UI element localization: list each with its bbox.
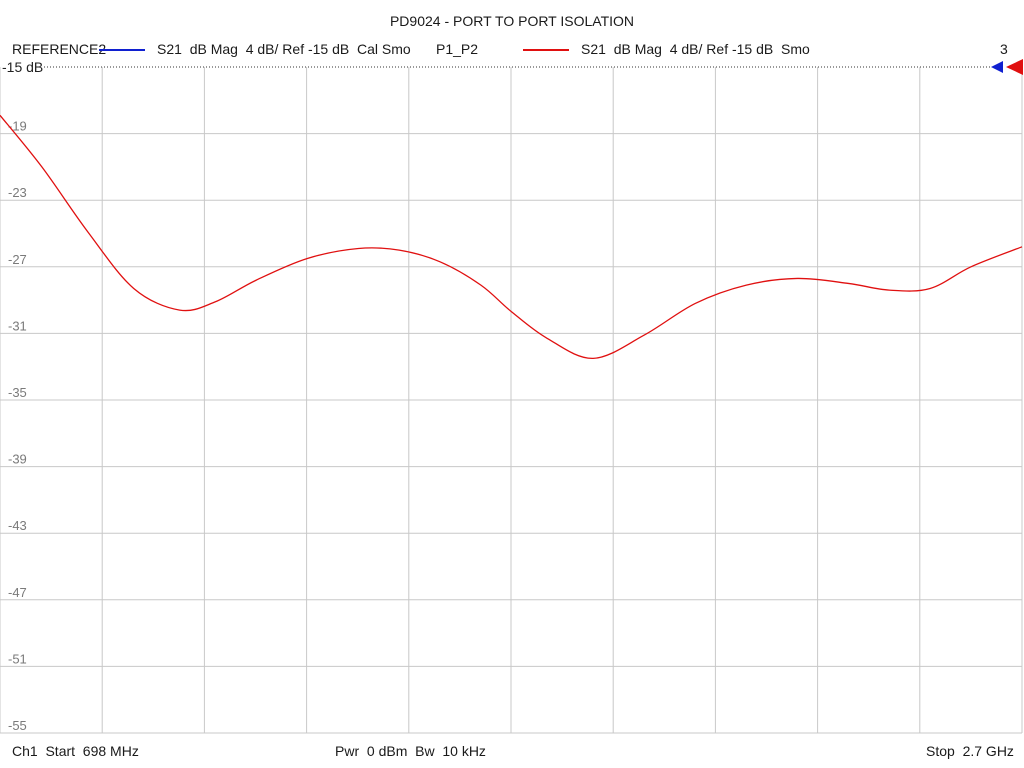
y-tick-label: -19 bbox=[8, 119, 27, 134]
y-tick-label: -27 bbox=[8, 252, 27, 267]
footer-power-bandwidth: Pwr 0 dBm Bw 10 kHz bbox=[335, 743, 486, 759]
footer-stop: Stop 2.7 GHz bbox=[926, 743, 1014, 759]
legend-entry-p1p2-desc: S21 dB Mag 4 dB/ Ref -15 dB Smo bbox=[581, 41, 810, 57]
legend-swatch-reference2 bbox=[99, 49, 145, 51]
series-line-p1p2 bbox=[0, 114, 1023, 360]
footer-start: Ch1 Start 698 MHz bbox=[12, 743, 139, 759]
legend-entry-reference2-name: REFERENCE2 bbox=[12, 41, 107, 57]
y-tick-label: -55 bbox=[8, 718, 27, 733]
chart-title: PD9024 - PORT TO PORT ISOLATION bbox=[389, 13, 635, 29]
reference-marker-blue-icon bbox=[991, 61, 1003, 73]
reference-label: -15 dB bbox=[2, 59, 43, 75]
legend-entry-p1p2-name: P1_P2 bbox=[436, 41, 479, 57]
y-tick-label: -23 bbox=[8, 185, 27, 200]
gridlines bbox=[0, 67, 1023, 734]
y-tick-label: -47 bbox=[8, 585, 27, 600]
y-tick-label: -35 bbox=[8, 385, 27, 400]
legend-entry-reference2-desc: S21 dB Mag 4 dB/ Ref -15 dB Cal Smo bbox=[157, 41, 411, 57]
legend-swatch-p1p2 bbox=[523, 49, 569, 51]
channel-badge: 3 bbox=[1000, 41, 1008, 57]
y-tick-label: -31 bbox=[8, 318, 27, 333]
y-tick-label: -43 bbox=[8, 518, 27, 533]
y-tick-label: -39 bbox=[8, 452, 27, 467]
y-tick-labels: -19 -23 -27 -31 -35 -39 -43 -47 -51 -55 bbox=[8, 119, 27, 733]
legend: REFERENCE2 S21 dB Mag 4 dB/ Ref -15 dB C… bbox=[0, 41, 1024, 59]
reference-marker-red-icon bbox=[1006, 59, 1023, 75]
y-tick-label: -51 bbox=[8, 651, 27, 666]
